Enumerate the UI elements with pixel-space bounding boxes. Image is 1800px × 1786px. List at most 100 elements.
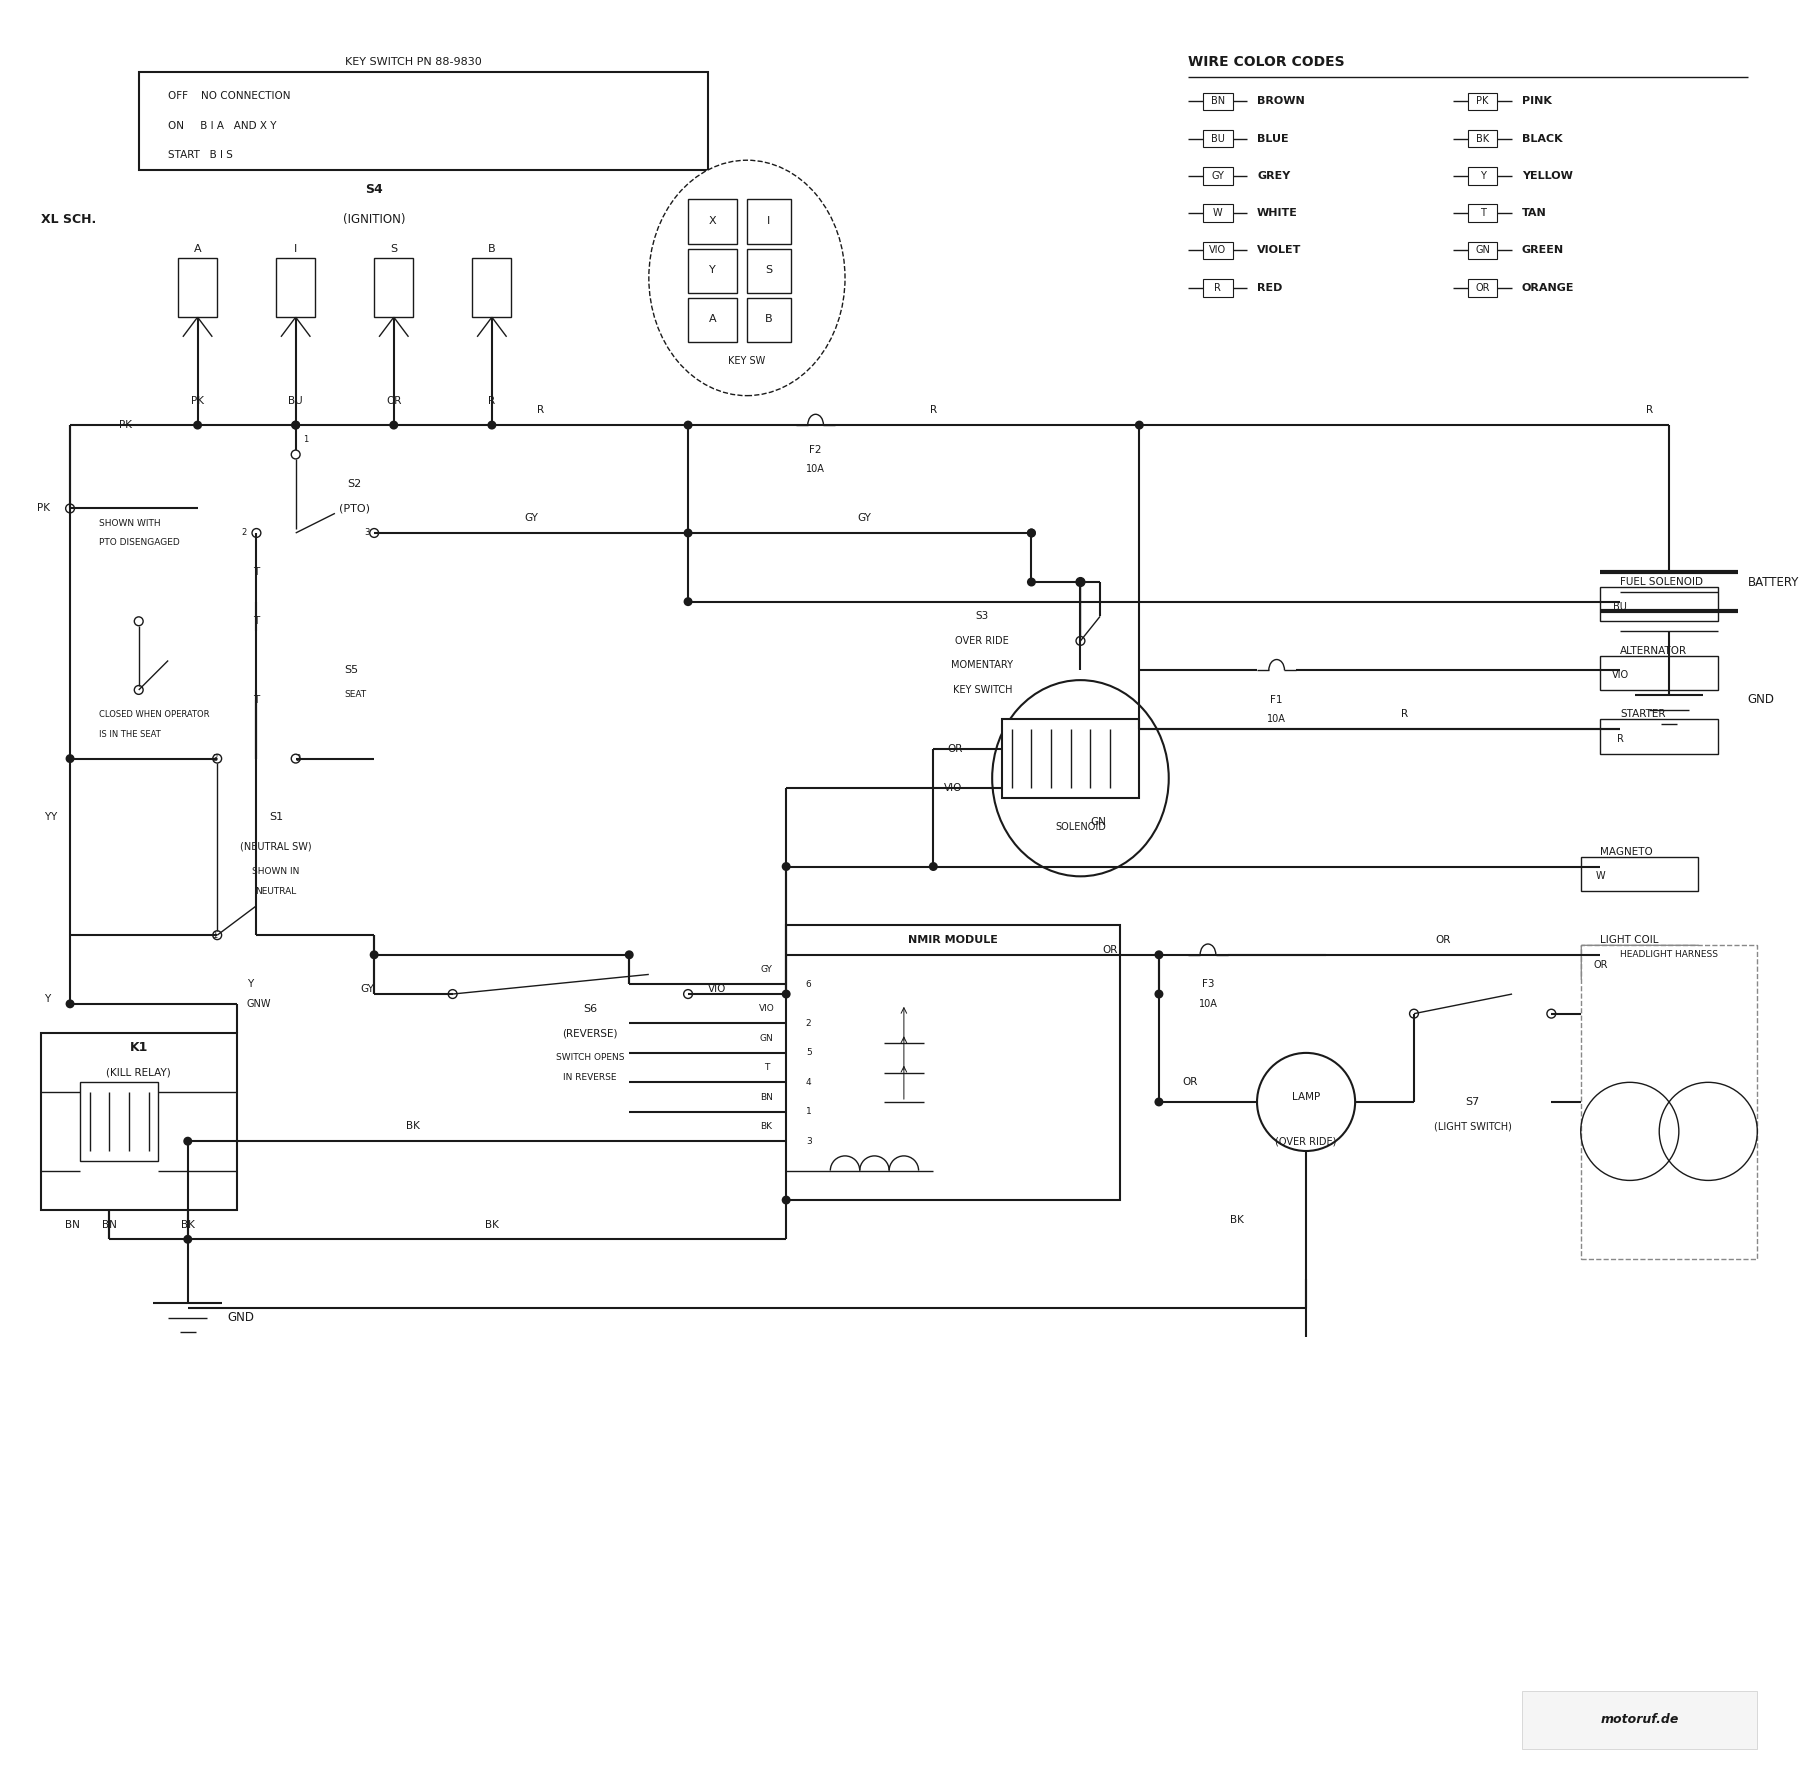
Bar <box>1202 130 1233 148</box>
Text: F3: F3 <box>1202 979 1215 989</box>
Circle shape <box>391 421 398 429</box>
Text: BK: BK <box>1476 134 1489 143</box>
Circle shape <box>783 991 790 997</box>
Text: OR: OR <box>1102 945 1118 956</box>
Text: Y: Y <box>709 264 716 275</box>
Bar <box>747 200 790 243</box>
Text: PTO DISENGAGED: PTO DISENGAGED <box>99 538 180 547</box>
Text: PINK: PINK <box>1521 96 1552 107</box>
Text: 3: 3 <box>364 529 369 538</box>
Text: VIO: VIO <box>1210 245 1226 255</box>
Circle shape <box>448 989 457 998</box>
Text: 2: 2 <box>241 529 247 538</box>
Text: Y: Y <box>45 995 50 1004</box>
Circle shape <box>1028 530 1035 536</box>
Text: ALTERNATOR: ALTERNATOR <box>1620 647 1687 655</box>
Text: A: A <box>194 243 202 254</box>
Bar <box>1600 655 1717 689</box>
Text: B: B <box>488 243 495 254</box>
Text: WIRE COLOR CODES: WIRE COLOR CODES <box>1188 55 1345 70</box>
Bar <box>1469 204 1498 221</box>
Text: BLUE: BLUE <box>1256 134 1289 143</box>
Text: KEY SWITCH: KEY SWITCH <box>952 686 1012 695</box>
Text: (NEUTRAL SW): (NEUTRAL SW) <box>239 841 311 852</box>
Circle shape <box>1028 530 1035 536</box>
Text: BATTERY: BATTERY <box>1748 575 1798 589</box>
Text: BK: BK <box>407 1122 421 1132</box>
Text: (KILL RELAY): (KILL RELAY) <box>106 1068 171 1077</box>
Text: R: R <box>538 405 544 416</box>
Circle shape <box>371 952 378 959</box>
Bar <box>41 1034 238 1209</box>
Text: 1: 1 <box>806 1107 812 1116</box>
Text: BU: BU <box>1613 602 1627 611</box>
Ellipse shape <box>648 161 844 396</box>
Circle shape <box>135 616 144 625</box>
Bar <box>472 259 511 318</box>
Text: 4: 4 <box>806 1077 812 1088</box>
Bar <box>1600 720 1717 754</box>
Text: K1: K1 <box>130 1041 148 1054</box>
Text: SHOWN IN: SHOWN IN <box>252 866 301 875</box>
Bar <box>1580 945 1699 979</box>
Text: YELLOW: YELLOW <box>1521 171 1573 180</box>
Circle shape <box>1156 1098 1163 1106</box>
Text: MOMENTARY: MOMENTARY <box>952 661 1013 670</box>
Text: A: A <box>709 314 716 323</box>
Text: GNW: GNW <box>247 998 272 1009</box>
Bar <box>1521 1691 1757 1750</box>
Circle shape <box>184 1236 191 1243</box>
Circle shape <box>194 421 202 429</box>
Text: PK: PK <box>1476 96 1489 107</box>
Bar <box>1202 93 1233 111</box>
Bar <box>1469 93 1498 111</box>
Text: ON     B I A   AND X Y: ON B I A AND X Y <box>167 121 277 130</box>
Text: S: S <box>391 243 398 254</box>
Circle shape <box>292 421 299 429</box>
Text: Y: Y <box>50 813 56 823</box>
Text: GREEN: GREEN <box>1521 245 1564 255</box>
Text: S: S <box>765 264 772 275</box>
Circle shape <box>783 1197 790 1204</box>
Text: 2: 2 <box>295 754 301 763</box>
Text: (IGNITION): (IGNITION) <box>344 213 405 225</box>
Text: GY: GY <box>761 964 772 973</box>
Text: S5: S5 <box>346 666 358 675</box>
Text: NMIR MODULE: NMIR MODULE <box>907 936 997 945</box>
Text: R: R <box>488 395 495 405</box>
Bar <box>374 259 414 318</box>
Bar <box>1003 720 1139 798</box>
Text: HEADLIGHT HARNESS: HEADLIGHT HARNESS <box>1620 950 1717 959</box>
Circle shape <box>292 754 301 763</box>
Text: VIO: VIO <box>758 1004 774 1013</box>
Text: VIO: VIO <box>1611 670 1629 680</box>
Text: 10A: 10A <box>1267 714 1285 725</box>
Circle shape <box>684 598 691 605</box>
Text: NEUTRAL: NEUTRAL <box>256 886 297 895</box>
Text: PK: PK <box>119 420 131 430</box>
Text: GY: GY <box>524 513 538 523</box>
Text: T: T <box>254 616 259 627</box>
Text: 5: 5 <box>806 1048 812 1057</box>
Text: BK: BK <box>484 1220 499 1229</box>
Bar <box>1469 241 1498 259</box>
Text: BN: BN <box>1211 96 1224 107</box>
Text: 1: 1 <box>302 436 308 445</box>
Circle shape <box>1136 421 1143 429</box>
Text: LAMP: LAMP <box>1292 1091 1319 1102</box>
Text: (PTO): (PTO) <box>338 504 371 513</box>
Text: B: B <box>765 314 772 323</box>
Text: 2: 2 <box>806 1020 812 1029</box>
Text: R: R <box>1616 734 1624 745</box>
Circle shape <box>135 686 144 695</box>
Text: S2: S2 <box>347 479 362 489</box>
Text: START   B I S: START B I S <box>167 150 232 161</box>
Text: Y: Y <box>1480 171 1485 180</box>
Text: T: T <box>763 1063 769 1072</box>
Circle shape <box>65 504 74 513</box>
Circle shape <box>369 529 378 538</box>
Circle shape <box>1028 579 1035 586</box>
Text: (REVERSE): (REVERSE) <box>562 1029 617 1038</box>
Circle shape <box>1156 991 1163 997</box>
Circle shape <box>488 421 495 429</box>
